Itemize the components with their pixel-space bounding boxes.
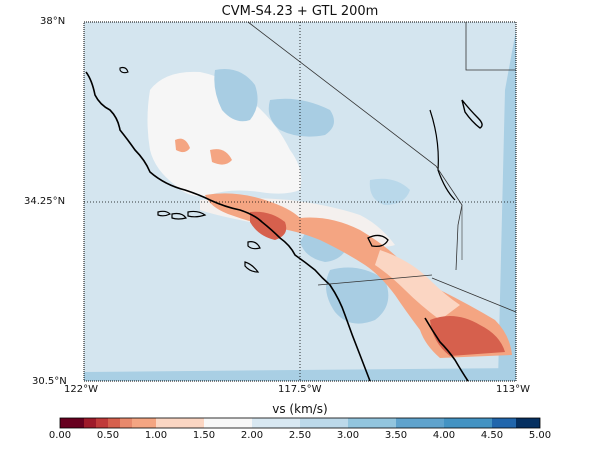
border-nv-ut bbox=[465, 22, 516, 71]
colorbar-segment bbox=[348, 418, 396, 428]
lon-label-117-5w: 117.5°W bbox=[278, 384, 322, 395]
colorbar-tick-label: 0.00 bbox=[48, 430, 72, 441]
colorbar-tick-label: 4.00 bbox=[432, 430, 456, 441]
colorbar-segment bbox=[300, 418, 348, 428]
lon-label-122w: 122°W bbox=[64, 384, 98, 395]
island-3 bbox=[187, 210, 207, 218]
lake-tahoe bbox=[461, 99, 483, 129]
map-title: CVM-S4.23 + GTL 200m bbox=[221, 4, 379, 19]
gulf-coast bbox=[424, 317, 469, 382]
coastline bbox=[85, 71, 371, 382]
colorbar-segment bbox=[108, 418, 120, 428]
blue-patch-5 bbox=[369, 178, 410, 205]
island-4 bbox=[247, 241, 261, 250]
salmon-spot-1 bbox=[175, 138, 190, 153]
colorbar-segment bbox=[396, 418, 444, 428]
colorbar-tick-label: 1.50 bbox=[192, 430, 216, 441]
colorbar-segment bbox=[84, 418, 96, 428]
colorbar-segment bbox=[132, 418, 156, 428]
white-zone-north bbox=[147, 71, 302, 197]
colorbar-segment bbox=[156, 418, 204, 428]
red-core bbox=[430, 316, 505, 356]
blue-patch-1 bbox=[214, 69, 258, 122]
lat-label-30-5n: 30.5°N bbox=[32, 376, 67, 387]
island-1 bbox=[157, 210, 172, 217]
blue-patch-4 bbox=[326, 267, 389, 324]
colorbar-frame bbox=[59, 417, 541, 429]
island-2 bbox=[171, 212, 187, 220]
lon-label-113w: 113°W bbox=[496, 384, 530, 395]
light-salmon-band bbox=[375, 250, 460, 320]
east-edge-band bbox=[498, 30, 516, 381]
blue-patch-2 bbox=[268, 98, 334, 137]
salmon-spot-2 bbox=[210, 149, 232, 165]
colorbar-label: vs (km/s) bbox=[272, 402, 328, 416]
colorbar-tick-label: 3.00 bbox=[336, 430, 360, 441]
colorbar bbox=[60, 418, 540, 428]
island-6 bbox=[119, 66, 129, 74]
lat-label-34-25n: 34.25°N bbox=[24, 196, 66, 207]
colorbar-segment bbox=[96, 418, 108, 428]
colorbar-tick-label: 5.00 bbox=[528, 430, 552, 441]
colorbar-tick-label: 1.00 bbox=[144, 430, 168, 441]
colorbar-tick-label: 2.00 bbox=[240, 430, 264, 441]
colorbar-segment bbox=[60, 418, 84, 428]
border-us-mexico bbox=[317, 274, 433, 286]
colorbar-tick-label: 0.50 bbox=[96, 430, 120, 441]
colorbar-segment bbox=[444, 418, 492, 428]
lat-label-38n: 38°N bbox=[40, 16, 66, 27]
colorbar-segment bbox=[252, 418, 300, 428]
border-baja bbox=[431, 277, 517, 313]
colorbar-tick-label: 4.50 bbox=[480, 430, 504, 441]
salton-sea bbox=[367, 234, 389, 248]
river bbox=[429, 109, 456, 201]
salmon-band bbox=[205, 193, 512, 358]
state-border-ca-nv bbox=[247, 21, 463, 271]
ocean-band bbox=[84, 368, 516, 381]
island-5 bbox=[244, 261, 260, 273]
colorbar-segment bbox=[492, 418, 516, 428]
colorbar-tick-label: 3.50 bbox=[384, 430, 408, 441]
map-frame bbox=[83, 21, 517, 382]
colorbar-segment bbox=[204, 418, 252, 428]
colorbar-segment bbox=[120, 418, 132, 428]
colorbar-segment bbox=[516, 418, 540, 428]
colorbar-tick-label: 2.50 bbox=[288, 430, 312, 441]
